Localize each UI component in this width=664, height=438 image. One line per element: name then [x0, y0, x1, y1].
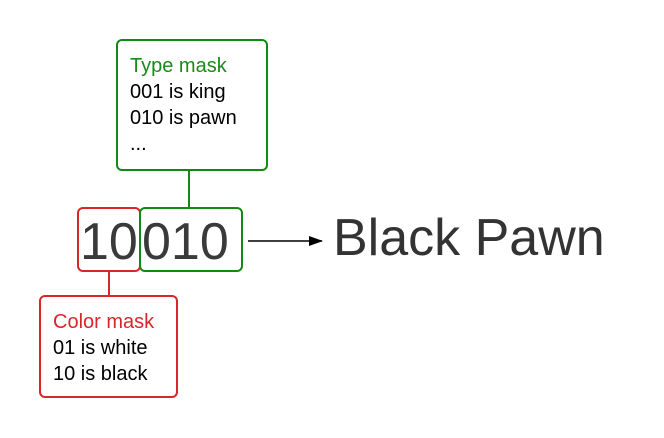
- color-mask-callout: Color mask 01 is white 10 is black: [39, 295, 178, 398]
- type-mask-line: 010 is pawn: [130, 107, 237, 129]
- type-mask-line: ...: [130, 133, 147, 155]
- type-mask-line: 001 is king: [130, 81, 226, 103]
- color-bits-box: [77, 207, 141, 272]
- type-bits-box: [139, 207, 243, 272]
- color-mask-line: 01 is white: [53, 337, 148, 359]
- type-mask-callout: Type mask 001 is king 010 is pawn ...: [116, 39, 268, 171]
- color-mask-line: 10 is black: [53, 363, 148, 385]
- type-bits: 010: [142, 213, 229, 271]
- color-mask-heading: Color mask: [53, 311, 155, 333]
- color-bits: 10: [80, 213, 138, 271]
- type-mask-heading: Type mask: [130, 55, 227, 77]
- result-label: Black Pawn: [333, 209, 605, 267]
